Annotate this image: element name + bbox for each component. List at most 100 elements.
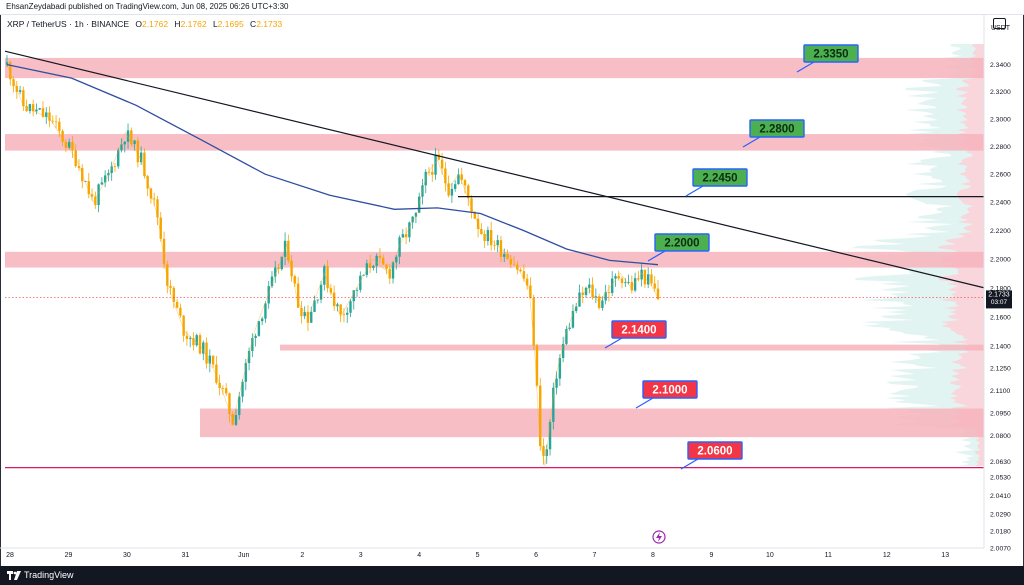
candle-body bbox=[103, 175, 107, 183]
candle-body bbox=[431, 171, 434, 175]
candle-body bbox=[346, 312, 349, 315]
label-text: 2.2000 bbox=[664, 238, 699, 250]
candle-body bbox=[525, 278, 529, 286]
candle-body bbox=[591, 284, 594, 298]
x-tick-label: 28 bbox=[6, 552, 14, 559]
candle-body bbox=[306, 311, 310, 323]
label-box bbox=[687, 441, 743, 460]
x-tick-label: 6 bbox=[534, 552, 538, 559]
y-tick-label: 2.3000 bbox=[990, 117, 1011, 124]
candle-body bbox=[336, 304, 339, 307]
candle-body bbox=[375, 255, 378, 266]
candle-body bbox=[120, 144, 123, 151]
candle-body bbox=[94, 196, 97, 206]
candle-body bbox=[640, 269, 643, 280]
candle-body bbox=[637, 278, 640, 280]
candle-body bbox=[84, 181, 87, 182]
candle-body bbox=[401, 234, 405, 238]
candle-body bbox=[290, 260, 293, 277]
candle-body bbox=[408, 222, 411, 238]
candle-body bbox=[113, 166, 117, 168]
symbol-name[interactable]: XRP / TetherUS · 1h · BINANCE bbox=[7, 19, 130, 29]
candle-body bbox=[139, 152, 143, 163]
candle-body bbox=[18, 90, 22, 92]
y-tick-label: 2.0950 bbox=[990, 411, 1011, 418]
candle-body bbox=[169, 285, 172, 288]
candle-body bbox=[12, 79, 15, 87]
candle-body bbox=[28, 104, 32, 112]
candle-body bbox=[604, 292, 607, 301]
candle-body bbox=[107, 173, 110, 176]
candle-body bbox=[398, 237, 401, 257]
candle-body bbox=[535, 345, 539, 386]
candle-body bbox=[575, 306, 578, 311]
x-tick-label: 11 bbox=[825, 552, 832, 559]
candle-body bbox=[342, 314, 346, 316]
candle-body bbox=[215, 364, 218, 383]
candle-body bbox=[522, 271, 526, 279]
candle-body bbox=[614, 276, 617, 279]
candle-body bbox=[646, 274, 650, 285]
candle-body bbox=[584, 287, 588, 295]
candle-body bbox=[391, 262, 395, 279]
candle-body bbox=[372, 265, 375, 268]
y-tick-label: 2.3400 bbox=[990, 62, 1011, 69]
candle-body bbox=[388, 269, 391, 279]
candle-body bbox=[650, 274, 653, 284]
candle-body bbox=[280, 256, 283, 270]
candle-body bbox=[71, 141, 74, 151]
y-tick-label: 2.3200 bbox=[990, 89, 1011, 96]
candle-body bbox=[352, 290, 355, 302]
candle-body bbox=[483, 233, 486, 242]
candle-body bbox=[548, 421, 552, 450]
candle-body bbox=[159, 217, 162, 239]
publish-info: EhsanZeydabadi published on TradingView.… bbox=[6, 2, 289, 11]
candle-body bbox=[224, 388, 228, 394]
candle-body bbox=[453, 184, 457, 189]
candle-body bbox=[251, 337, 254, 351]
high-value: 2.1762 bbox=[180, 19, 207, 29]
candle-body bbox=[493, 245, 496, 247]
x-tick-label: 8 bbox=[651, 552, 655, 559]
candle-body bbox=[404, 234, 408, 238]
candle-body bbox=[64, 141, 68, 148]
label-arrow bbox=[685, 185, 704, 197]
candle-body bbox=[247, 350, 251, 364]
lightning-icon[interactable] bbox=[652, 530, 666, 544]
level-label-2.3350: 2.3350 bbox=[796, 44, 859, 73]
candle-body bbox=[274, 267, 277, 277]
candle-body bbox=[581, 292, 584, 295]
x-tick-label: 2 bbox=[300, 552, 304, 559]
chart-settings-icon[interactable] bbox=[993, 18, 1006, 29]
candle-body bbox=[656, 288, 660, 300]
low-value: 2.1695 bbox=[217, 19, 244, 29]
candle-body bbox=[238, 396, 241, 416]
label-text: 2.2800 bbox=[759, 124, 794, 136]
candle-body bbox=[624, 282, 627, 284]
label-arrow bbox=[742, 136, 761, 148]
candle-body bbox=[444, 168, 447, 184]
candle-body bbox=[67, 141, 71, 148]
candle-body bbox=[117, 150, 120, 167]
footer-bar: TradingView bbox=[0, 566, 1024, 585]
candle-body bbox=[630, 282, 634, 291]
candlesticks bbox=[5, 54, 660, 467]
x-tick-label: 7 bbox=[593, 552, 597, 559]
candle-body bbox=[48, 112, 51, 121]
candle-body bbox=[143, 152, 146, 177]
candle-body bbox=[126, 130, 130, 142]
x-tick-label: 4 bbox=[417, 552, 421, 559]
label-box bbox=[611, 320, 667, 339]
candle-body bbox=[486, 230, 490, 242]
candle-body bbox=[296, 283, 300, 308]
candle-body bbox=[90, 194, 94, 197]
candle-body bbox=[188, 338, 192, 339]
candle-body bbox=[385, 264, 388, 270]
candle-body bbox=[156, 199, 159, 218]
candle-body bbox=[555, 378, 558, 388]
candle-body bbox=[509, 259, 512, 265]
candle-body bbox=[561, 343, 565, 358]
candle-body bbox=[382, 257, 385, 265]
candle-body bbox=[489, 230, 493, 246]
